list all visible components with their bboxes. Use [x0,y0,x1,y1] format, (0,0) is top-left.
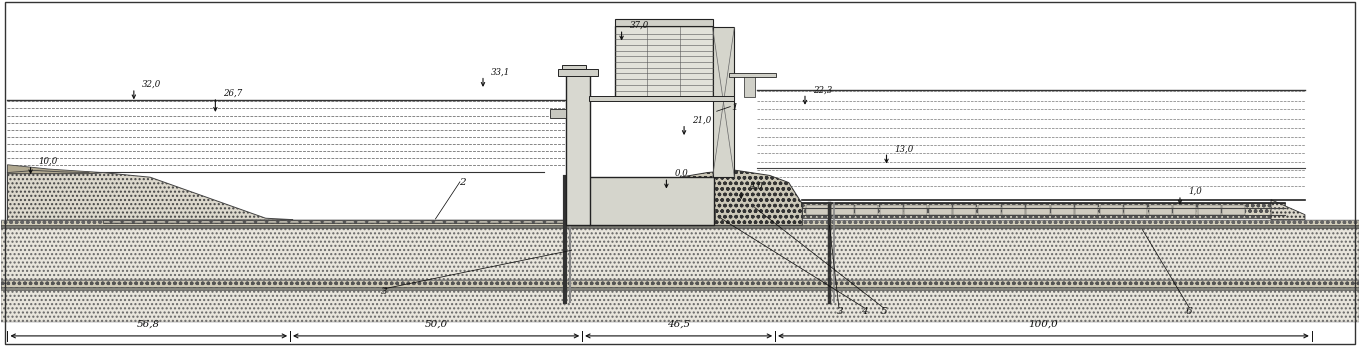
Bar [1051,205,1074,215]
Bar [1,286,1359,321]
Bar [688,209,715,220]
Polygon shape [8,165,102,174]
Bar [1,225,1359,280]
Bar [589,177,714,225]
Bar [615,26,713,97]
Bar [929,205,952,215]
Bar [1076,205,1099,215]
Bar [744,77,755,97]
Bar [562,65,586,69]
Text: 21,0: 21,0 [692,116,711,125]
Bar [1002,205,1025,215]
Bar [831,205,854,215]
Bar [806,205,830,215]
Text: 4,0: 4,0 [749,182,763,190]
Text: 5: 5 [880,307,887,316]
Polygon shape [680,170,802,225]
Bar [1100,205,1123,215]
Bar [1223,205,1246,215]
Text: 0,0: 0,0 [675,169,688,178]
Bar [589,96,734,101]
Text: 4: 4 [861,307,868,316]
Text: 6: 6 [1186,307,1193,316]
Bar [802,203,1285,218]
Bar [549,110,566,118]
Bar [566,72,590,225]
Text: 13,0: 13,0 [895,144,914,153]
Bar [558,69,598,76]
Bar [1149,205,1172,215]
Bar [615,19,713,26]
Bar [1,286,1359,321]
Bar [1198,205,1221,215]
Bar [729,73,777,77]
Polygon shape [8,173,292,220]
Bar [102,220,570,223]
Text: 50,0: 50,0 [424,320,447,329]
Bar [1,280,1359,288]
Bar [1,225,1359,280]
Bar [855,205,879,215]
Text: 56,8: 56,8 [137,320,160,329]
Bar [1,220,1359,226]
Bar [1,225,1359,228]
Text: 22,3: 22,3 [813,85,832,95]
Bar [1,220,1359,226]
Text: 3: 3 [836,307,843,316]
Text: 1,0: 1,0 [1189,187,1202,196]
Text: 2: 2 [460,178,466,187]
Bar [1027,205,1050,215]
Text: 33,1: 33,1 [491,68,510,77]
Bar [102,220,570,223]
Text: 3: 3 [381,287,388,296]
Bar [1,287,1359,290]
Bar [978,205,1001,215]
Bar [713,28,734,177]
Polygon shape [1272,200,1306,220]
Bar [1174,205,1197,215]
Text: 1: 1 [732,103,737,112]
Text: 37,0: 37,0 [630,21,649,30]
Text: 32,0: 32,0 [141,80,162,89]
Bar [904,205,928,215]
Bar [1125,205,1148,215]
Bar [953,205,976,215]
Text: 10,0: 10,0 [38,157,58,166]
Text: 26,7: 26,7 [223,89,242,98]
Text: 100,0: 100,0 [1028,320,1058,329]
Bar [1,280,1359,288]
Bar [802,203,1285,218]
Bar [880,205,903,215]
Text: 46,5: 46,5 [666,320,691,329]
